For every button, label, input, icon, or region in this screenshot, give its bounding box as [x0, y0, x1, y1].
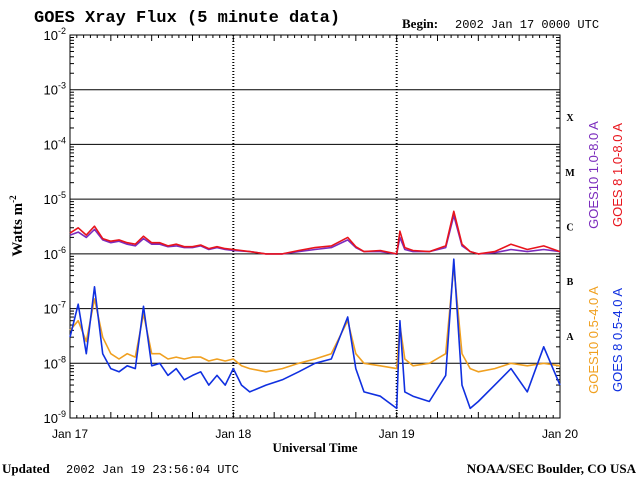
- minor-ticks: [69, 35, 561, 418]
- chart-title: GOES Xray Flux (5 minute data): [34, 9, 340, 28]
- y-axis-label: Watts m: [10, 202, 26, 256]
- series-lines: [69, 210, 561, 410]
- begin-value: 2002 Jan 17 0000 UTC: [455, 18, 599, 32]
- y-tick-label: 10-9: [44, 409, 66, 426]
- flare-class-label: A: [566, 332, 574, 343]
- x-axis-label: Universal Time: [272, 440, 357, 455]
- x-tick-labels: Jan 17 Jan 18 Jan 19 Jan 20: [52, 427, 578, 441]
- y-tick-label: 10-4: [44, 135, 66, 152]
- y-axis-title: Watts m-2: [8, 195, 26, 257]
- flare-class-label: C: [566, 223, 573, 234]
- flare-class-label: X: [566, 113, 574, 124]
- series-line-goes8-long: [69, 210, 561, 255]
- y-tick-label: 10-8: [44, 354, 66, 371]
- x-tick-label: Jan 17: [52, 427, 88, 441]
- begin-label: Begin:: [402, 16, 438, 31]
- legend-label-goes8-short: GOES 8 0.5-4.0 A: [610, 288, 625, 392]
- credit: NOAA/SEC Boulder, CO USA: [467, 461, 637, 476]
- y-tick-labels: 10-2 10-3 10-4 10-5 10-6 10-7 10-8 10-9: [44, 26, 66, 426]
- y-tick-label: 10-7: [44, 300, 66, 317]
- flare-class-label: M: [565, 168, 575, 179]
- legend-entry: GOES 8 1.0-8.0 A: [610, 123, 625, 227]
- legend: GOES10 1.0-8.0 A GOES 8 1.0-8.0 A GOES10 0…: [586, 121, 625, 394]
- gridlines: [70, 34, 560, 419]
- series-line-goes10-short: [69, 265, 561, 373]
- y-tick-label: 10-3: [44, 81, 66, 98]
- y-tick-label: 10-5: [44, 190, 66, 207]
- legend-label-goes8-long: GOES 8 1.0-8.0 A: [610, 123, 625, 227]
- x-tick-label: Jan 18: [215, 427, 251, 441]
- legend-label-goes10-long: GOES10 1.0-8.0 A: [586, 121, 601, 229]
- flare-class-label: B: [567, 277, 574, 288]
- x-tick-label: Jan 20: [542, 427, 578, 441]
- updated-value: 2002 Jan 19 23:56:04 UTC: [66, 463, 239, 477]
- updated-label: Updated: [2, 461, 50, 476]
- legend-entry: GOES 8 0.5-4.0 A: [610, 288, 625, 392]
- x-tick-label: Jan 19: [379, 427, 415, 441]
- y-tick-label: 10-2: [44, 26, 66, 43]
- svg-text:Watts m-2: Watts m-2: [8, 195, 26, 257]
- legend-entry: GOES10 0.5-4.0 A: [586, 286, 601, 394]
- legend-label-goes10-short: GOES10 0.5-4.0 A: [586, 286, 601, 394]
- legend-entry: GOES10 1.0-8.0 A: [586, 121, 601, 229]
- plot-frame: [69, 34, 561, 419]
- series-line-goes8-short: [69, 258, 561, 410]
- y-axis-label-sup: -2: [8, 195, 18, 203]
- y-tick-label: 10-6: [44, 245, 66, 262]
- flare-class-labels: X M C B A: [565, 113, 575, 343]
